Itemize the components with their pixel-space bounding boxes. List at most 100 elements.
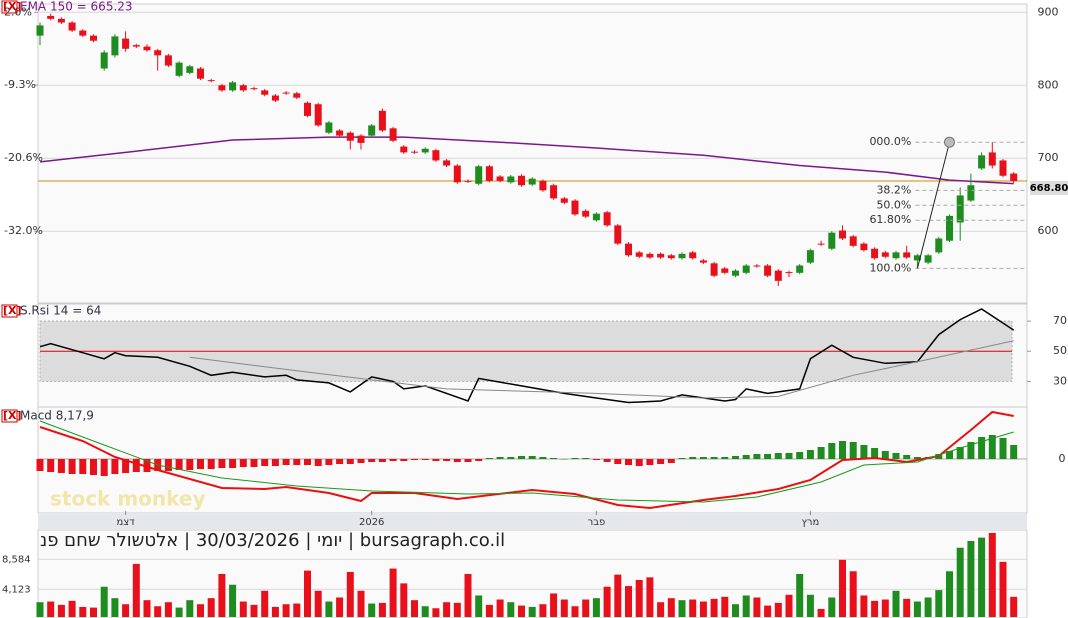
series-line	[39, 136, 1014, 185]
histogram-bar	[229, 459, 237, 468]
volume-bar	[432, 608, 440, 617]
series-line	[39, 308, 1015, 404]
candle-body	[924, 255, 932, 263]
y-tick-label: 50	[1053, 344, 1067, 357]
candle-body	[250, 88, 258, 90]
y-tick-label: 30	[1053, 374, 1067, 387]
volume-bar	[582, 599, 590, 617]
candle-body	[903, 252, 911, 258]
candle-body	[207, 80, 215, 82]
volume-bar	[271, 606, 279, 617]
x-tick-label: דצמ	[117, 517, 136, 528]
candle-body	[657, 253, 665, 258]
volume-bar	[175, 607, 183, 617]
candle-body	[36, 25, 44, 36]
volume-bar	[389, 568, 397, 617]
volume-bar	[785, 594, 793, 617]
y-tick-label: 70	[1053, 314, 1067, 327]
volume-bar	[592, 598, 600, 617]
histogram-bar	[100, 459, 108, 476]
histogram-bar	[411, 459, 418, 460]
histogram-bar	[443, 459, 451, 461]
close-button[interactable]: [X]	[3, 409, 22, 422]
volume-bar	[100, 586, 108, 617]
candle-body	[678, 253, 686, 259]
candle-body	[293, 93, 301, 98]
candle-body	[239, 85, 247, 91]
panel-title: EMA 150 = 665.23	[20, 0, 133, 14]
volume-bar	[36, 602, 44, 617]
candle-body	[271, 95, 279, 101]
volume-bar	[293, 603, 301, 617]
volume-bar	[90, 607, 97, 617]
histogram-bar	[175, 459, 183, 470]
histogram-bar	[239, 459, 247, 467]
y-tick-label: 800	[1038, 78, 1059, 91]
volume-bar	[699, 601, 707, 617]
histogram-bar	[721, 457, 729, 459]
histogram-bar	[849, 442, 857, 459]
histogram-bar	[967, 442, 975, 459]
histogram-bar	[453, 459, 461, 462]
volume-bar	[849, 571, 857, 617]
candle-body	[325, 122, 333, 133]
histogram-bar	[57, 459, 65, 473]
histogram-bar	[90, 459, 97, 475]
histogram-bar	[646, 459, 654, 465]
candle-body	[946, 215, 953, 241]
price-panel	[37, 3, 1028, 304]
volume-bar	[817, 608, 825, 617]
histogram-bar	[496, 457, 504, 459]
histogram-bar	[421, 459, 429, 460]
volume-bar	[357, 590, 365, 617]
histogram-bar	[218, 459, 226, 468]
candle-body	[79, 30, 87, 36]
volume-bar	[881, 599, 889, 617]
volume-bar	[871, 600, 879, 617]
volume-bar	[860, 595, 868, 617]
candle-body	[785, 272, 793, 274]
histogram-bar	[796, 452, 804, 459]
volume-bar	[239, 601, 247, 617]
close-button[interactable]: [X]	[3, 304, 22, 317]
x-tick-label: 2026	[359, 517, 384, 528]
volume-bar	[678, 600, 686, 617]
histogram-bar	[68, 459, 76, 474]
candle-body	[881, 252, 889, 257]
histogram-bar	[978, 437, 986, 459]
histogram-bar	[582, 458, 590, 459]
volume-bar	[732, 604, 739, 617]
candle-body	[47, 15, 55, 19]
volume-bar	[806, 594, 814, 617]
candle-body	[378, 110, 386, 131]
candle-body	[571, 200, 579, 215]
y-tick-label: 0	[1059, 452, 1066, 465]
candle-body	[496, 176, 504, 181]
histogram-bar	[625, 459, 632, 465]
candle-body	[314, 104, 322, 126]
volume-bar	[79, 606, 87, 617]
volume-bar	[507, 602, 515, 617]
fib-anchor	[944, 136, 955, 148]
histogram-bar	[839, 441, 846, 459]
volume-bar	[314, 590, 322, 617]
histogram-bar	[560, 459, 568, 460]
candle-body	[646, 253, 654, 258]
histogram-bar	[197, 459, 204, 469]
histogram-bar	[592, 459, 600, 460]
close-button[interactable]: [X]	[3, 0, 22, 13]
caption: יומי | 30/03/2026 | אלטשולר שחם פנ | bur…	[40, 530, 505, 551]
histogram-bar	[860, 445, 868, 459]
y-tick-label: 4,123	[2, 584, 31, 595]
volume-bar	[710, 598, 718, 617]
y-tick-label: 600	[1038, 224, 1059, 237]
fib-label: 61.80%	[869, 213, 911, 226]
fib-label: 100.0%	[869, 261, 911, 274]
volume-bar	[924, 597, 932, 617]
y2-tick-label: -32.0%	[4, 224, 43, 237]
close-button-box	[1, 304, 18, 318]
volume-bar	[207, 598, 215, 617]
histogram-bar	[892, 453, 900, 459]
volume-bar	[111, 598, 119, 617]
candle-body	[796, 265, 804, 273]
